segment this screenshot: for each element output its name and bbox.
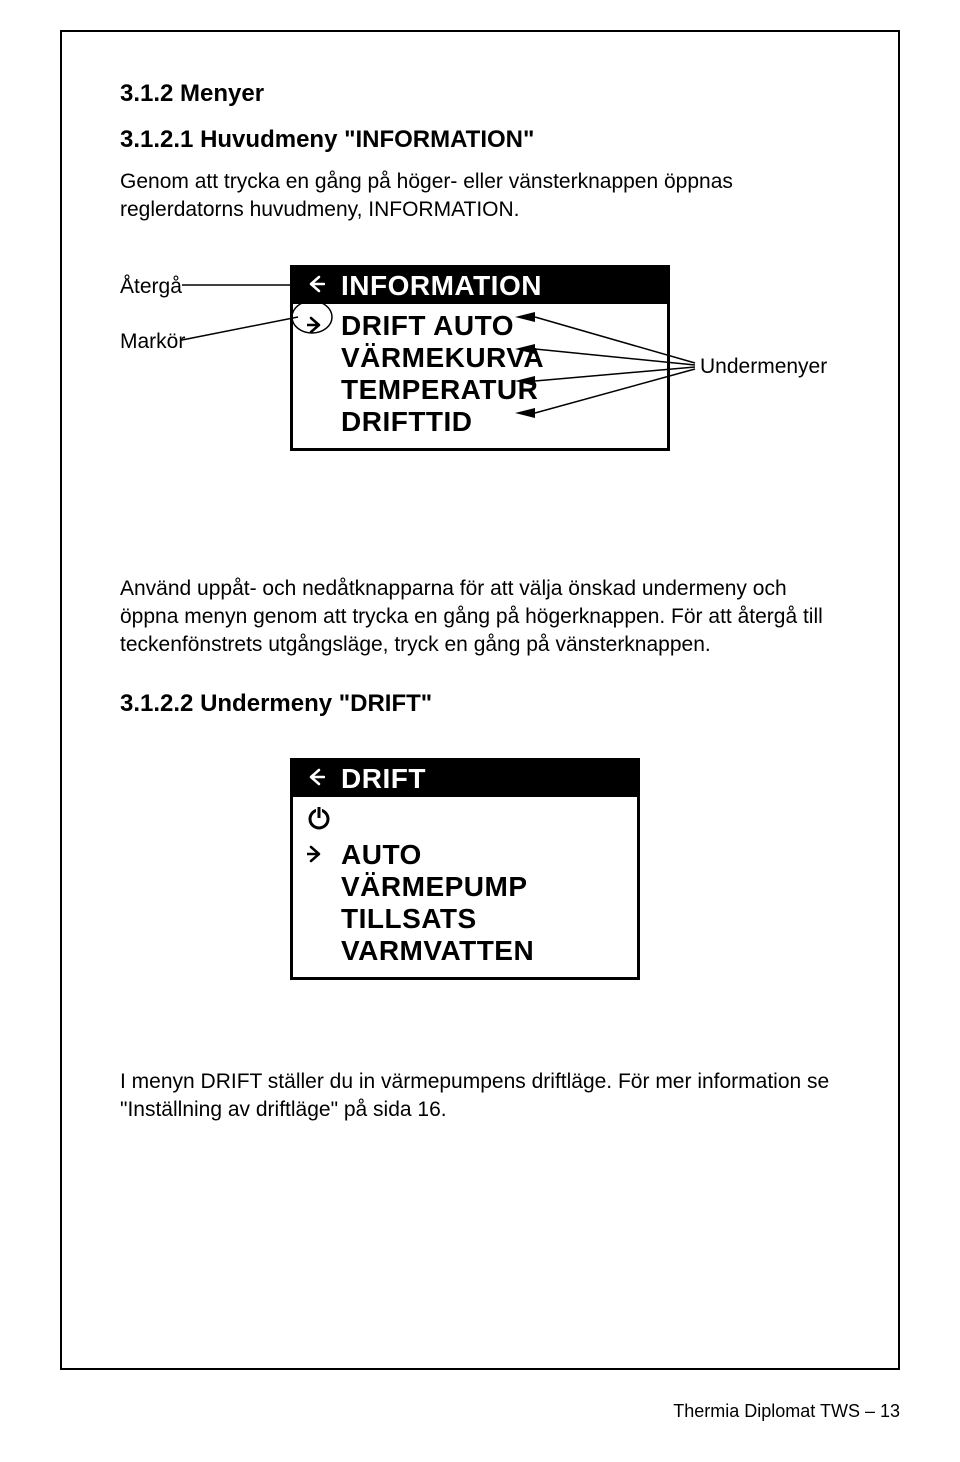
display-drift: DRIFT AUTO VÄRMEPUMP TILLSATS VARMVATTEN	[290, 758, 640, 981]
cursor-arrow-icon	[307, 843, 325, 869]
heading-drift: 3.1.2.2 Undermeny "DRIFT"	[120, 690, 840, 718]
paragraph-drift-info: I menyn DRIFT ställer du in värmepumpens…	[120, 1068, 840, 1125]
page-content: 3.1.2 Menyer 3.1.2.1 Huvudmeny "INFORMAT…	[120, 80, 840, 1154]
heading-menyer: 3.1.2 Menyer	[120, 80, 840, 108]
display-title-drift: DRIFT	[341, 763, 426, 794]
menu-line: AUTO	[341, 839, 629, 871]
diagram-information: Återgå Markör Undermenyer INFORMATION DR…	[120, 255, 840, 535]
heading-huvudmeny: 3.1.2.1 Huvudmeny "INFORMATION"	[120, 126, 840, 154]
menu-line: VÄRMEPUMP	[341, 871, 629, 903]
page-footer: Thermia Diplomat TWS – 13	[673, 1401, 900, 1422]
display-body-drift: AUTO VÄRMEPUMP TILLSATS VARMVATTEN	[293, 797, 637, 978]
connector-lines	[120, 255, 840, 535]
power-icon	[305, 803, 333, 836]
diagram-drift: DRIFT AUTO VÄRMEPUMP TILLSATS VARMVATTEN	[120, 748, 840, 1028]
paragraph-usage: Använd uppåt- och nedåtknapparna för att…	[120, 575, 840, 660]
menu-line: VARMVATTEN	[341, 935, 629, 967]
paragraph-intro: Genom att trycka en gång på höger- eller…	[120, 168, 840, 225]
back-arrow-icon	[307, 765, 325, 793]
display-header-drift: DRIFT	[293, 761, 637, 797]
menu-line: TILLSATS	[341, 903, 629, 935]
